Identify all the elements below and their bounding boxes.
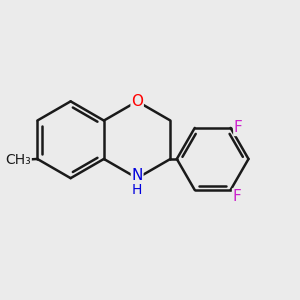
Text: CH₃: CH₃: [5, 153, 31, 167]
Text: H: H: [132, 183, 142, 197]
Text: N: N: [131, 168, 143, 183]
Text: O: O: [131, 94, 143, 109]
Text: F: F: [232, 189, 242, 204]
Text: F: F: [234, 120, 243, 135]
